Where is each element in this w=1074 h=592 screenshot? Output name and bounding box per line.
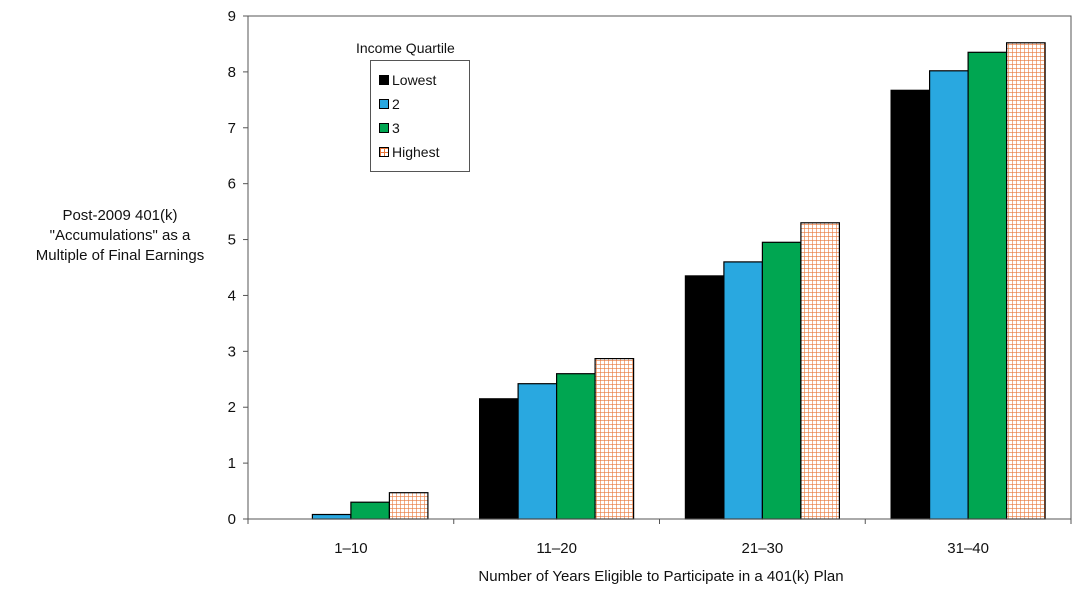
y-tick-label: 5 (228, 232, 236, 249)
bar-highest-4 (1005, 42, 1046, 520)
bar-highest-1 (388, 492, 429, 520)
x-tick-label: 31–40 (947, 540, 989, 557)
bar-3-4 (967, 51, 1008, 520)
bars-group (311, 42, 1046, 520)
bar-2-4 (928, 70, 969, 520)
bar-lowest-3 (684, 275, 725, 520)
y-axis-label: Post-2009 401(k) "Accumulations" as a Mu… (0, 206, 240, 266)
legend-swatch-2 (379, 99, 389, 109)
legend-label-highest: Highest (392, 144, 440, 160)
x-tick-label: 1–10 (334, 540, 367, 557)
y-tick-label: 8 (228, 64, 236, 81)
y-tick-label: 7 (228, 120, 236, 137)
legend-title: Income Quartile (356, 40, 455, 56)
legend-item-2: 2 (379, 92, 459, 116)
bar-2-1 (311, 513, 352, 520)
legend-box: Lowest 2 3 Highest (370, 60, 470, 172)
bar-highest-3 (800, 222, 841, 520)
y-axis-label-line-3: Multiple of Final Earnings (35, 247, 205, 264)
y-tick-label: 1 (228, 455, 236, 472)
x-tick-label: 21–30 (742, 540, 784, 557)
y-tick-label: 9 (228, 8, 236, 25)
bar-highest-2 (594, 358, 635, 520)
bar-lowest-2 (479, 398, 519, 520)
bar-3-3 (761, 241, 802, 520)
y-axis-label-line-1: Post-2009 401(k) (62, 207, 178, 224)
bar-3-2 (555, 373, 596, 520)
y-tick-label: 2 (228, 399, 236, 416)
y-tick-label: 3 (228, 343, 236, 360)
legend-label-lowest: Lowest (392, 72, 437, 88)
y-tick-label: 6 (228, 176, 236, 193)
legend-swatch-3 (379, 123, 389, 133)
legend-item-lowest: Lowest (379, 68, 459, 92)
legend-swatch-highest (379, 147, 389, 157)
bar-3-1 (350, 501, 390, 520)
axes-group: 0 1 2 3 4 5 6 7 8 9 1–10 11–20 21–30 31–40 (228, 8, 1072, 557)
legend-swatch-lowest (379, 75, 389, 85)
y-axis-label-line-2: "Accumulations" as a (49, 227, 191, 244)
x-axis-label: Number of Years Eligible to Participate … (478, 568, 844, 585)
bar-2-2 (517, 383, 558, 520)
bar-lowest-4 (890, 89, 931, 520)
legend: Income Quartile Lowest 2 3 Highest (356, 40, 470, 172)
bar-2-3 (723, 261, 764, 520)
x-tick-label: 11–20 (536, 540, 577, 557)
legend-item-3: 3 (379, 116, 459, 140)
y-tick-label: 4 (228, 287, 236, 304)
y-tick-label: 0 (228, 511, 236, 528)
legend-label-2: 2 (392, 96, 400, 112)
legend-item-highest: Highest (379, 140, 459, 164)
legend-label-3: 3 (392, 120, 400, 136)
